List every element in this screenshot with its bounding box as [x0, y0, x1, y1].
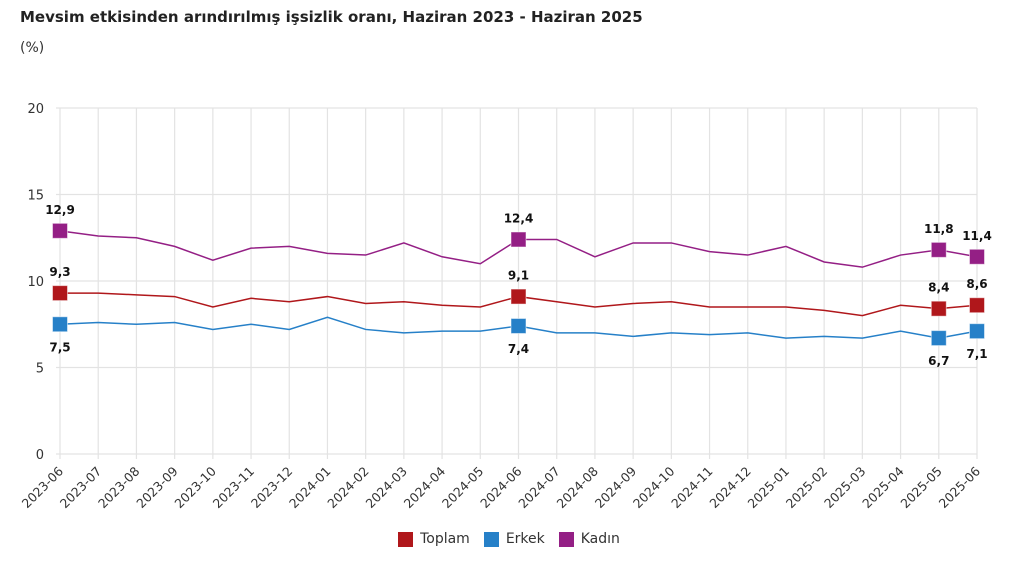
legend-item-kadın[interactable]: Kadın	[558, 531, 620, 547]
data-marker	[930, 241, 947, 258]
data-label: 9,3	[49, 265, 70, 279]
y-axis: 0 5 10 15 20	[27, 102, 44, 463]
legend-label: Erkek	[505, 531, 545, 547]
data-label: 7,4	[508, 342, 529, 356]
legend-swatch	[483, 531, 499, 547]
data-label: 7,1	[966, 347, 987, 361]
data-label: 8,4	[928, 281, 949, 295]
data-marker	[52, 285, 68, 302]
data-marker	[930, 300, 947, 317]
y-tick-label: 15	[27, 189, 44, 204]
legend: Toplam Erkek Kadın	[0, 531, 1018, 547]
y-tick-label: 5	[36, 362, 44, 377]
data-marker	[510, 288, 527, 305]
legend-label: Kadın	[580, 531, 620, 547]
data-marker	[52, 316, 68, 333]
data-marker	[930, 330, 947, 347]
y-tick-label: 10	[27, 275, 44, 290]
data-label: 12,9	[45, 203, 75, 217]
x-axis: 2023-062023-072023-082023-092023-102023-…	[19, 463, 984, 511]
grid	[56, 107, 978, 459]
legend-item-toplam[interactable]: Toplam	[398, 531, 470, 547]
data-marker	[969, 297, 985, 314]
data-marker	[969, 323, 985, 340]
data-labels: 9,3 9,1 8,4 8,6 7,5 7,4 6,7 7,1 12,9 12,4 11,8 11,4	[45, 203, 992, 368]
data-label: 11,8	[924, 222, 954, 236]
data-marker	[969, 248, 985, 265]
data-marker	[52, 222, 68, 239]
data-label: 7,5	[49, 340, 70, 354]
y-tick-label: 0	[36, 448, 44, 463]
data-label: 11,4	[962, 229, 992, 243]
y-tick-label: 20	[27, 102, 44, 117]
chart-unit-label: (%)	[20, 40, 45, 56]
data-label: 9,1	[508, 269, 529, 283]
series-lines	[52, 222, 985, 347]
data-label: 12,4	[504, 211, 534, 225]
legend-label: Toplam	[420, 531, 470, 547]
x-tick-label: 2025-06	[936, 463, 984, 511]
legend-item-erkek[interactable]: Erkek	[483, 531, 545, 547]
legend-swatch	[398, 531, 414, 547]
data-marker	[510, 231, 527, 248]
data-label: 8,6	[966, 277, 987, 291]
data-marker	[510, 317, 527, 334]
data-label: 6,7	[928, 354, 949, 368]
legend-swatch	[558, 531, 574, 547]
chart-title: Mevsim etkisinden arındırılmış işsizlik …	[20, 8, 643, 26]
